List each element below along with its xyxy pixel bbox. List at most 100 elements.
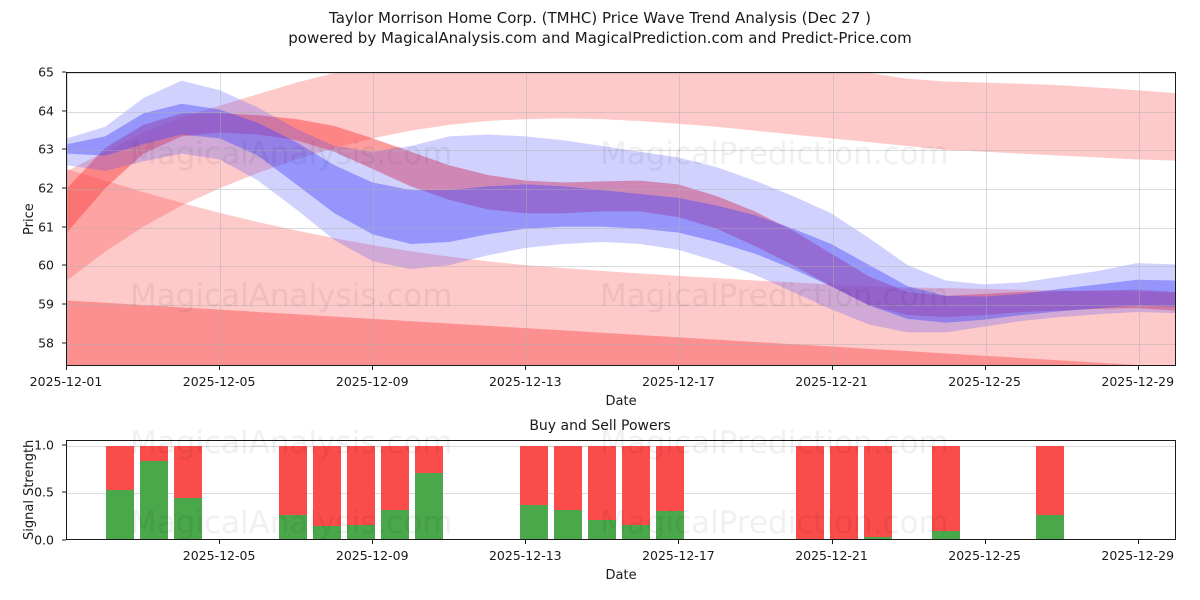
signal-bar-buy	[279, 515, 307, 539]
signal-bar-buy	[588, 520, 616, 539]
price-x-tick-label: 2025-12-25	[948, 374, 1021, 389]
price-x-tick-mark	[984, 366, 986, 370]
signal-x-tick-label: 2025-12-21	[795, 548, 868, 563]
price-y-tick-mark	[62, 71, 66, 73]
signal-y-tick-label: 1.0	[34, 437, 54, 453]
signal-bar-buy	[1036, 515, 1064, 539]
signal-bar-buy	[864, 537, 892, 539]
price-x-tick-label: 2025-12-29	[1101, 374, 1175, 389]
signal-gridline-h	[67, 445, 1175, 447]
price-y-tick-mark	[62, 264, 66, 266]
signal-y-tick-label: 0.5	[34, 484, 54, 500]
price-y-tick-label: 59	[38, 296, 54, 312]
chart-title-line-1: Taylor Morrison Home Corp. (TMHC) Price …	[329, 9, 871, 27]
signal-chart-y-axis-label: Signal Strength	[22, 439, 37, 540]
price-band-red-core	[67, 113, 1175, 317]
signal-x-tick-mark	[372, 540, 374, 544]
signal-bar-sell	[864, 445, 892, 538]
price-gridline-v	[526, 73, 528, 365]
price-x-tick-label: 2025-12-01	[29, 374, 103, 389]
price-gridline-v	[67, 73, 68, 365]
signal-bar-buy	[174, 498, 202, 539]
signal-bar-sell	[174, 445, 202, 499]
signal-bar-buy	[106, 489, 134, 539]
signal-x-tick-label: 2025-12-29	[1101, 548, 1175, 563]
price-band-blue-outer	[67, 80, 1175, 333]
signal-bar-sell	[588, 445, 616, 521]
signal-bar-buy	[554, 509, 582, 539]
signal-bar-sell	[347, 445, 375, 525]
price-x-tick-label: 2025-12-17	[642, 374, 715, 389]
signal-x-tick-mark	[984, 540, 986, 544]
price-x-tick-mark	[1137, 366, 1139, 370]
price-gridline-h	[67, 305, 1175, 307]
signal-bar-sell	[415, 445, 443, 474]
signal-bar-sell	[313, 445, 341, 526]
price-gridline-v	[832, 73, 834, 365]
price-x-tick-mark	[678, 366, 680, 370]
signal-y-tick-mark	[62, 491, 66, 493]
price-wave-bands	[67, 73, 1175, 365]
signal-chart-plot-area	[66, 440, 1176, 540]
price-y-tick-label: 61	[38, 219, 54, 235]
signal-chart-x-axis-label: Date	[605, 568, 637, 583]
signal-x-tick-mark	[831, 540, 833, 544]
price-y-tick-label: 62	[38, 180, 54, 196]
price-gridline-h	[67, 227, 1175, 229]
price-y-tick-mark	[62, 187, 66, 189]
signal-y-tick-mark	[62, 539, 66, 541]
signal-x-tick-label: 2025-12-09	[335, 548, 409, 563]
price-y-tick-mark	[62, 303, 66, 305]
price-gridline-v	[679, 73, 681, 365]
price-gridline-v	[220, 73, 222, 365]
price-x-tick-mark	[831, 366, 833, 370]
signal-x-tick-mark	[678, 540, 680, 544]
signal-bar-sell	[1036, 445, 1064, 516]
signal-x-tick-label: 2025-12-17	[642, 548, 715, 563]
price-y-tick-label: 60	[38, 257, 54, 273]
price-gridline-h	[67, 150, 1175, 152]
price-gridline-h	[67, 111, 1175, 113]
signal-x-tick-label: 2025-12-25	[948, 548, 1021, 563]
signal-bar-sell	[381, 445, 409, 510]
price-chart-y-axis-label: Price	[22, 203, 37, 235]
price-x-tick-mark	[372, 366, 374, 370]
signal-bar-sell	[279, 445, 307, 516]
price-band-red-outer-upper	[67, 73, 1175, 281]
signal-bar-sell	[140, 445, 168, 461]
price-y-tick-mark	[62, 148, 66, 150]
price-y-tick-label: 58	[38, 335, 54, 351]
signal-bar-buy	[622, 524, 650, 539]
price-gridline-h	[67, 73, 1175, 74]
price-y-tick-mark	[62, 226, 66, 228]
signal-y-tick-mark	[62, 444, 66, 446]
price-x-tick-mark	[525, 366, 527, 370]
signal-gridline-h	[67, 493, 1175, 495]
signal-bar-sell	[622, 445, 650, 525]
chart-title-block: Taylor Morrison Home Corp. (TMHC) Price …	[0, 8, 1200, 48]
price-chart-plot-area	[66, 72, 1176, 366]
price-band-blue-core	[67, 103, 1175, 323]
price-x-tick-label: 2025-12-13	[488, 374, 562, 389]
price-gridline-v	[985, 73, 987, 365]
signal-bar-buy	[656, 510, 684, 539]
signal-bar-sell	[932, 445, 960, 531]
signal-bar-sell	[554, 445, 582, 510]
signal-bar-sell	[796, 445, 824, 539]
price-y-tick-mark	[62, 110, 66, 112]
price-x-tick-label: 2025-12-05	[182, 374, 256, 389]
price-gridline-v	[1138, 73, 1140, 365]
price-gridline-h	[67, 189, 1175, 191]
price-x-tick-mark	[219, 366, 221, 370]
signal-chart-title: Buy and Sell Powers	[529, 418, 671, 434]
price-y-tick-label: 64	[38, 103, 54, 119]
signal-bar-buy	[932, 530, 960, 539]
signal-x-tick-mark	[219, 540, 221, 544]
signal-bar-buy	[415, 473, 443, 539]
signal-y-tick-label: 0.0	[34, 532, 54, 548]
signal-x-tick-mark	[1137, 540, 1139, 544]
price-x-tick-label: 2025-12-09	[335, 374, 409, 389]
signal-x-tick-mark	[525, 540, 527, 544]
price-x-tick-label: 2025-12-21	[795, 374, 868, 389]
chart-title-line-2: powered by MagicalAnalysis.com and Magic…	[288, 29, 912, 47]
